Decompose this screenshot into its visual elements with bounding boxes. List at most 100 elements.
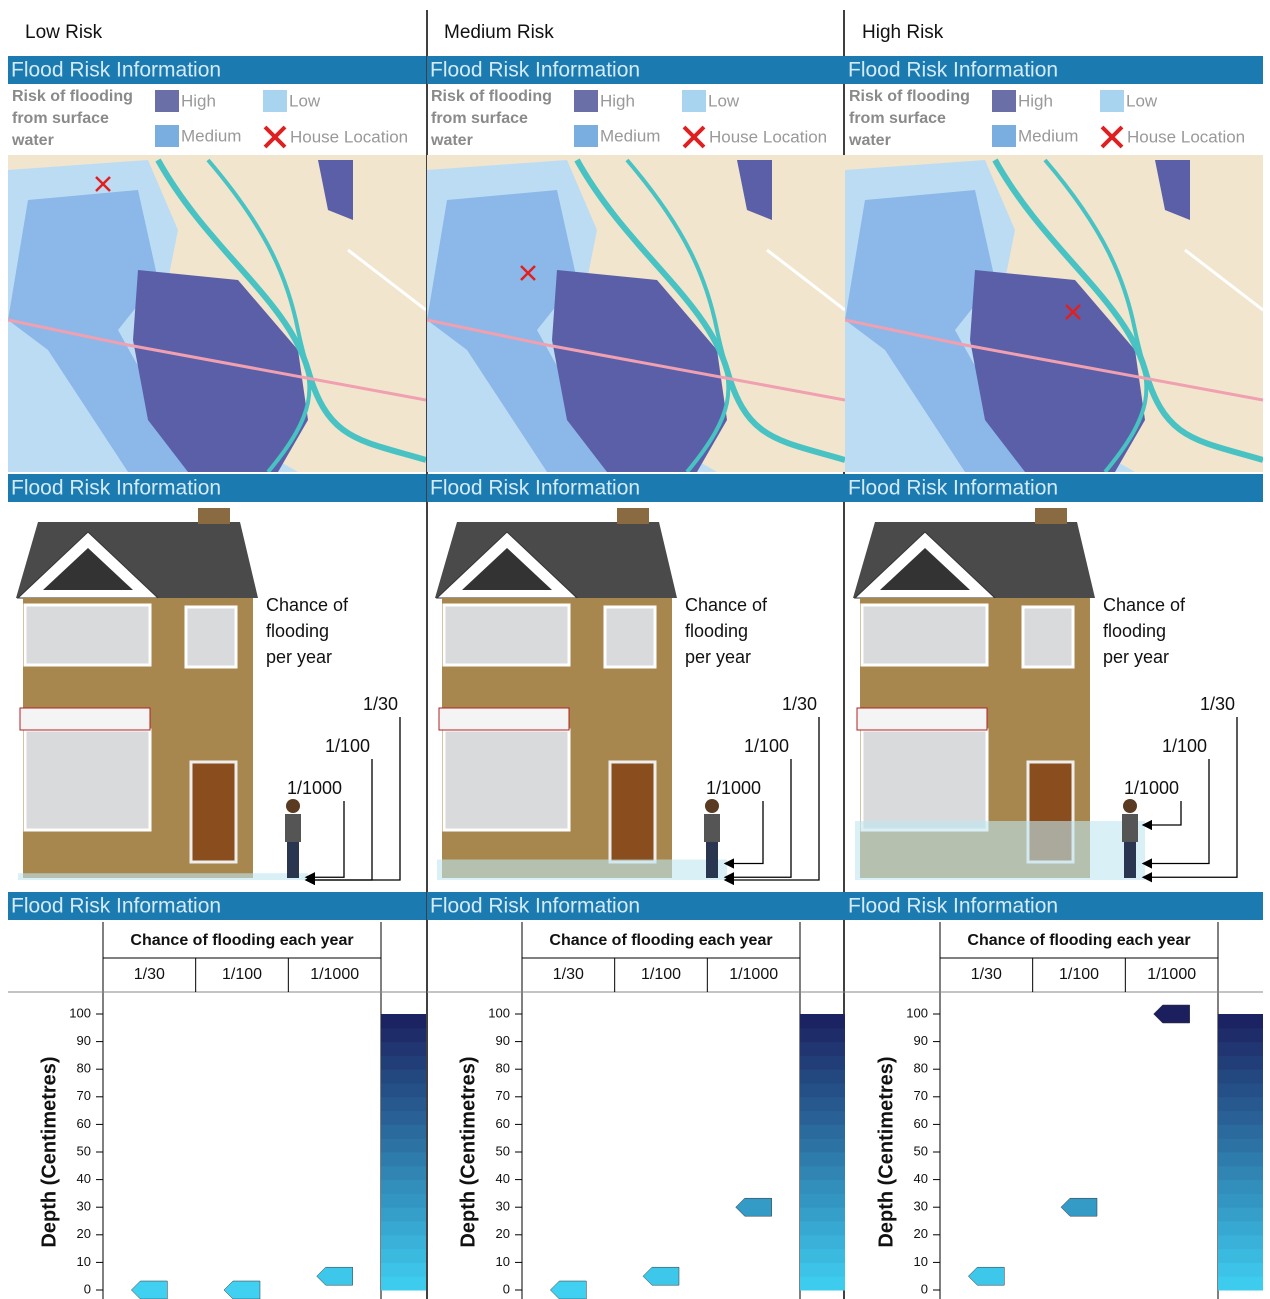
color-scale-step <box>800 1111 845 1125</box>
flood-level-arrow <box>1143 801 1181 825</box>
y-tick-label: 30 <box>914 1199 928 1214</box>
legend-title: from surface <box>12 110 109 127</box>
color-scale-step <box>800 1276 845 1290</box>
y-tick-label: 70 <box>77 1088 91 1103</box>
y-tick-label: 40 <box>77 1171 91 1186</box>
panel-header-text: Flood Risk Information <box>11 477 221 500</box>
color-scale-step <box>1218 1028 1263 1042</box>
color-scale-step <box>800 1069 845 1083</box>
person-head <box>286 799 300 813</box>
y-tick-label: 40 <box>496 1171 510 1186</box>
depth-marker <box>736 1198 772 1216</box>
y-tick-label: 10 <box>914 1254 928 1269</box>
panel-header-text: Flood Risk Information <box>430 59 640 82</box>
legend-label: House Location <box>290 127 408 146</box>
flood-level-label: 1/30 <box>1200 694 1235 714</box>
house-window <box>444 605 569 665</box>
color-scale-step <box>381 1262 426 1276</box>
color-scale-step <box>1218 1083 1263 1097</box>
color-scale-step <box>1218 1097 1263 1111</box>
color-scale-step <box>1218 1235 1263 1249</box>
color-scale-step <box>381 1014 426 1028</box>
color-scale-step <box>1218 1124 1263 1138</box>
color-scale-step <box>1218 1207 1263 1221</box>
depth-marker <box>968 1267 1004 1285</box>
legend-swatch <box>155 90 179 112</box>
color-scale-step <box>800 1207 845 1221</box>
category-label: 1/100 <box>641 966 681 983</box>
color-scale-step <box>800 1180 845 1194</box>
house-bay-roof <box>857 708 987 730</box>
y-tick-label: 30 <box>496 1199 510 1214</box>
column-header: Chance of flooding each year <box>130 932 353 949</box>
y-tick-label: 0 <box>84 1281 91 1296</box>
color-scale-step <box>1218 1014 1263 1028</box>
y-tick-label: 50 <box>496 1143 510 1158</box>
house-door <box>610 762 655 862</box>
house-door <box>191 762 236 862</box>
flood-level-label: 1/30 <box>363 694 398 714</box>
flood-level-label: 1/30 <box>782 694 817 714</box>
flood-water <box>855 821 1145 880</box>
color-scale-step <box>381 1111 426 1125</box>
color-scale-step <box>381 1097 426 1111</box>
color-scale-step <box>381 1249 426 1263</box>
house-window <box>862 605 987 665</box>
color-scale-step <box>800 1235 845 1249</box>
y-tick-label: 90 <box>496 1033 510 1048</box>
legend-swatch <box>574 125 598 147</box>
color-scale-step <box>381 1083 426 1097</box>
house-caption: per year <box>266 647 332 667</box>
color-scale-step <box>800 1249 845 1263</box>
color-scale-step <box>1218 1249 1263 1263</box>
map <box>427 155 845 472</box>
y-axis-label: Depth (Centimetres) <box>875 1056 897 1247</box>
legend-title: Risk of flooding <box>849 88 970 105</box>
house-bay-roof <box>20 708 150 730</box>
y-axis-label: Depth (Centimetres) <box>457 1056 479 1247</box>
y-tick-label: 90 <box>914 1033 928 1048</box>
house-window <box>1023 607 1073 667</box>
color-scale-step <box>800 1138 845 1152</box>
color-scale-step <box>1218 1069 1263 1083</box>
legend-label: High <box>1018 91 1053 110</box>
legend-cross <box>684 127 704 147</box>
house-window <box>862 730 987 830</box>
house-caption: flooding <box>685 621 748 641</box>
house-window <box>25 730 150 830</box>
legend-title: from surface <box>431 110 528 127</box>
legend-swatch <box>263 90 287 112</box>
color-scale-step <box>800 1055 845 1069</box>
color-scale-step <box>381 1166 426 1180</box>
y-tick-label: 20 <box>496 1226 510 1241</box>
y-tick-label: 100 <box>906 1005 928 1020</box>
y-tick-label: 70 <box>496 1088 510 1103</box>
house-window <box>25 605 150 665</box>
flood-level-label: 1/100 <box>744 736 789 756</box>
person-legs <box>706 842 718 878</box>
color-scale-step <box>1218 1055 1263 1069</box>
y-tick-label: 100 <box>488 1005 510 1020</box>
legend-swatch <box>574 90 598 112</box>
legend-title: water <box>430 132 473 149</box>
y-tick-label: 80 <box>496 1061 510 1076</box>
legend-label: Low <box>289 91 321 110</box>
color-scale-step <box>381 1235 426 1249</box>
person-body <box>1122 814 1138 842</box>
category-label: 1/1000 <box>310 966 359 983</box>
flood-water <box>437 860 727 881</box>
depth-marker <box>550 1281 586 1299</box>
person-head <box>1123 799 1137 813</box>
legend-swatch <box>682 90 706 112</box>
y-tick-label: 60 <box>496 1116 510 1131</box>
legend-swatch <box>992 90 1016 112</box>
person-body <box>704 814 720 842</box>
y-tick-label: 80 <box>77 1061 91 1076</box>
color-scale-step <box>381 1207 426 1221</box>
color-scale-step <box>381 1221 426 1235</box>
color-scale-step <box>1218 1193 1263 1207</box>
color-scale-step <box>1218 1152 1263 1166</box>
category-label: 1/30 <box>553 966 584 983</box>
legend-title: water <box>11 132 54 149</box>
legend-cross <box>1102 127 1122 147</box>
